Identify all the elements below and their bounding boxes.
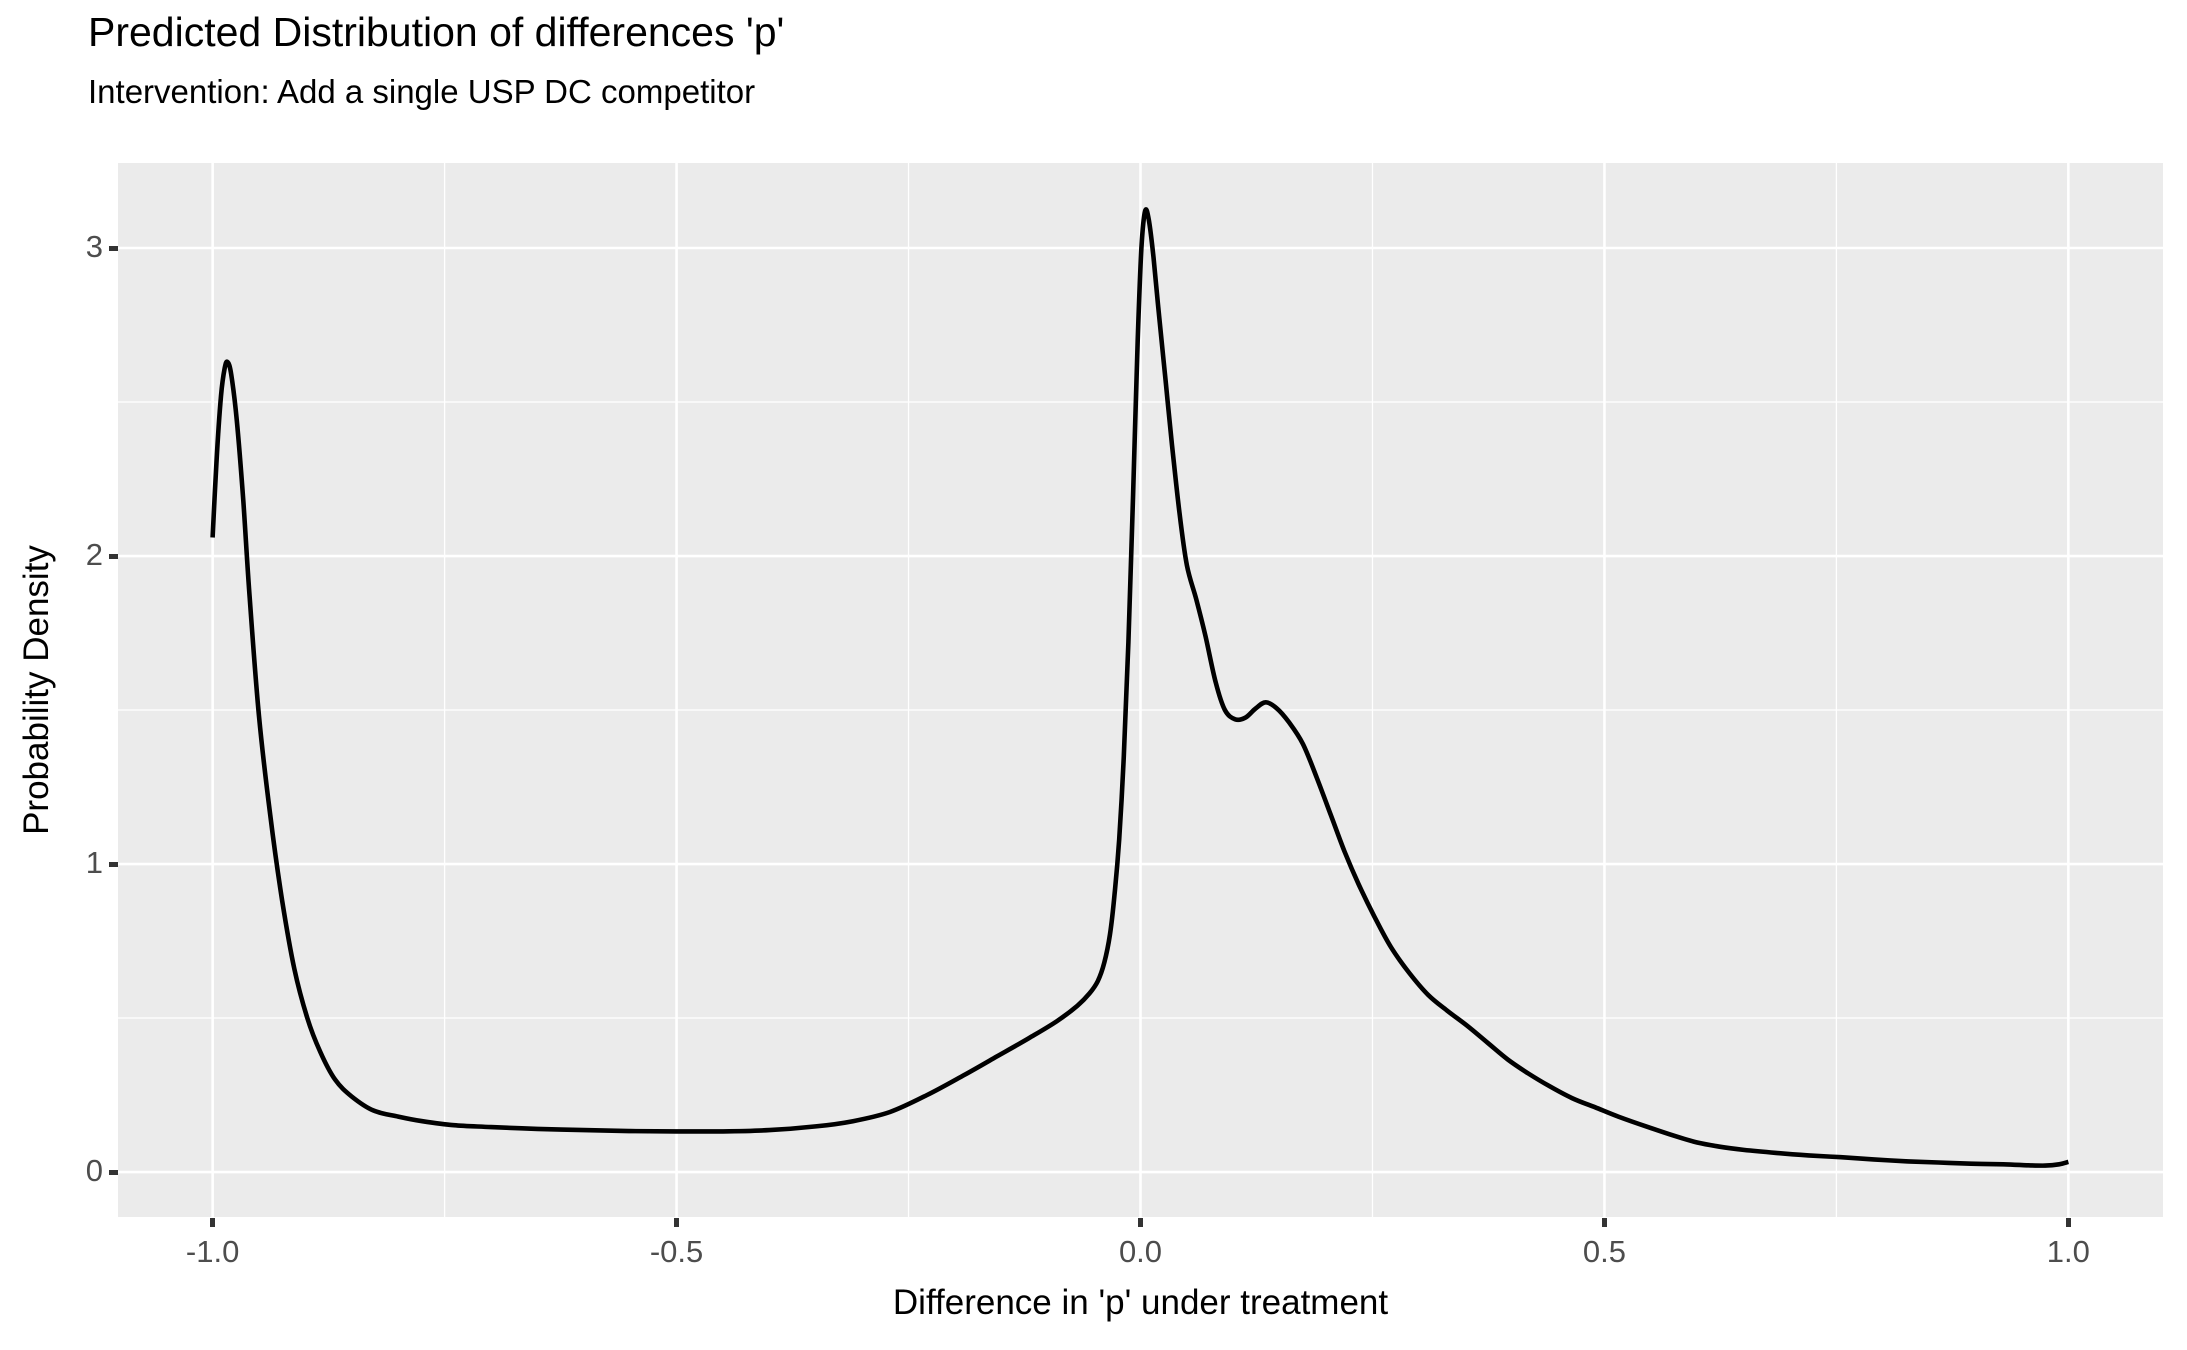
y-tick-label: 0	[85, 1153, 103, 1189]
x-tick-label: 1.0	[2046, 1234, 2090, 1269]
y-tick-label: 1	[85, 845, 103, 881]
x-tick-mark	[674, 1218, 680, 1227]
y-tick-label: 3	[85, 229, 103, 264]
x-tick-mark	[1601, 1218, 1607, 1227]
y-tick-mark	[109, 861, 118, 867]
chart-subtitle: Intervention: Add a single USP DC compet…	[88, 73, 756, 110]
x-tick-mark	[210, 1218, 216, 1227]
x-tick-label: 0.0	[1118, 1234, 1163, 1269]
x-tick-label: -0.5	[649, 1234, 704, 1269]
x-tick-mark	[1138, 1218, 1143, 1227]
density-curve	[210, 207, 2070, 1168]
x-tick-mark	[2065, 1218, 2071, 1227]
x-tick-label: -1.0	[185, 1234, 240, 1269]
x-tick-label: 0.5	[1582, 1234, 1626, 1269]
y-tick-mark	[109, 553, 118, 559]
chart-title: Predicted Distribution of differences 'p…	[88, 9, 785, 55]
y-tick-mark	[109, 245, 118, 251]
y-tick-label: 2	[85, 537, 103, 573]
y-tick-mark	[109, 1169, 118, 1175]
plot-canvas	[118, 163, 2163, 1217]
y-axis-title: Probability Density	[17, 545, 56, 835]
plot-panel	[118, 163, 2163, 1217]
x-axis-title: Difference in 'p' under treatment	[892, 1283, 1389, 1322]
